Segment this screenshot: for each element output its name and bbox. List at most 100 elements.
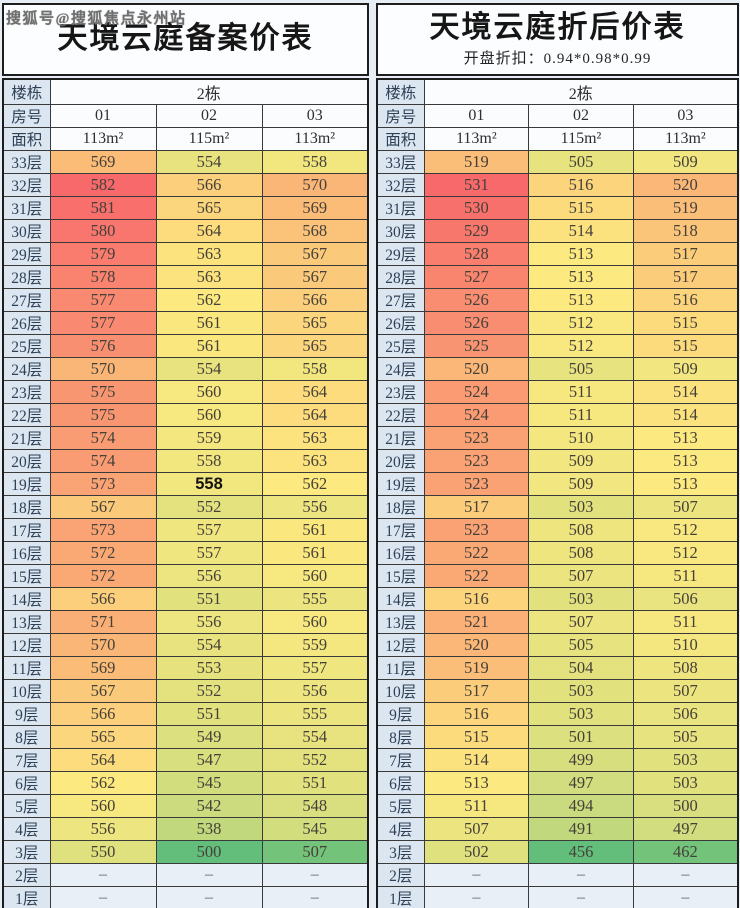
- floor-row: 31层 530 515 519: [376, 196, 739, 220]
- empty-price-cell: –: [632, 886, 739, 908]
- price-cell: 548: [261, 794, 369, 818]
- floor-label: 27层: [2, 288, 51, 312]
- price-cell: 505: [528, 633, 634, 657]
- price-cell: 507: [261, 840, 369, 864]
- floor-label: 16层: [376, 541, 425, 565]
- floor-row: 30层 529 514 518: [376, 219, 739, 243]
- floor-label: 30层: [2, 219, 51, 243]
- floor-label: 3层: [376, 840, 425, 864]
- price-cell: 556: [261, 495, 369, 519]
- price-cell: 519: [423, 150, 530, 174]
- price-cell: 513: [423, 771, 530, 795]
- floor-label: 8层: [376, 725, 425, 749]
- floor-row: 27层 577 562 566: [2, 288, 369, 312]
- floor-label: 27层: [376, 288, 425, 312]
- floor-row: 5层 560 542 548: [2, 794, 369, 818]
- floor-row: 32层 531 516 520: [376, 173, 739, 197]
- floor-label: 14层: [376, 587, 425, 611]
- header-building-row: 楼栋 2栋: [376, 78, 739, 105]
- floor-row: 12层 570 554 559: [2, 633, 369, 657]
- floor-row: 20层 574 558 563: [2, 449, 369, 473]
- floor-row: 25层 576 561 565: [2, 334, 369, 358]
- header-room-row: 房号 01 02 03: [376, 104, 739, 128]
- price-cell: 557: [155, 518, 263, 542]
- price-cell: 538: [155, 817, 263, 841]
- floor-row: 25层 525 512 515: [376, 334, 739, 358]
- price-cell: 557: [155, 541, 263, 565]
- price-cell: 572: [49, 541, 157, 565]
- price-cell: 556: [155, 610, 263, 634]
- floor-label: 13层: [2, 610, 51, 634]
- registered-price-grid: 楼栋 2栋 房号 01 02 03 面积 113m² 115m² 113m² 33层 569 554 55…: [2, 78, 369, 908]
- floor-label: 26层: [376, 311, 425, 335]
- price-cell: 571: [49, 610, 157, 634]
- floor-row: 5层 511 494 500: [376, 794, 739, 818]
- floor-label: 16层: [2, 541, 51, 565]
- floor-label: 4层: [376, 817, 425, 841]
- price-cell: 512: [528, 334, 634, 358]
- floor-row: 6层 513 497 503: [376, 771, 739, 795]
- room-number: 01: [423, 104, 530, 128]
- floor-label: 9层: [376, 702, 425, 726]
- price-cell: 529: [423, 219, 530, 243]
- floor-row: 33层 569 554 558: [2, 150, 369, 174]
- price-cell: 514: [423, 748, 530, 772]
- price-cell: 552: [155, 495, 263, 519]
- price-cell: 524: [423, 403, 530, 427]
- price-cell: 549: [155, 725, 263, 749]
- floor-label: 12层: [2, 633, 51, 657]
- price-cell: 559: [261, 633, 369, 657]
- price-cell: 505: [632, 725, 739, 749]
- floor-row: 13层 521 507 511: [376, 610, 739, 634]
- price-cell: 554: [155, 150, 263, 174]
- price-cell: 512: [632, 541, 739, 565]
- floor-label: 6层: [376, 771, 425, 795]
- floor-label: 2层: [376, 863, 425, 887]
- floor-row: 3层 502 456 462: [376, 840, 739, 864]
- price-cell: 566: [155, 173, 263, 197]
- header-area-row: 面积 113m² 115m² 113m²: [2, 127, 369, 151]
- empty-price-cell: –: [528, 886, 634, 908]
- floor-label: 33层: [376, 150, 425, 174]
- price-cell: 523: [423, 449, 530, 473]
- price-cell: 570: [49, 633, 157, 657]
- floor-row: 26层 526 512 515: [376, 311, 739, 335]
- price-cell: 511: [632, 564, 739, 588]
- price-cell: 570: [49, 357, 157, 381]
- floor-label: 21层: [2, 426, 51, 450]
- price-cell: 573: [49, 518, 157, 542]
- price-cell: 564: [49, 748, 157, 772]
- price-cell: 509: [632, 150, 739, 174]
- floor-row: 11层 519 504 508: [376, 656, 739, 680]
- floor-row: 10层 567 552 556: [2, 679, 369, 703]
- floor-row: 24层 570 554 558: [2, 357, 369, 381]
- floor-row: 29层 579 563 567: [2, 242, 369, 266]
- price-cell: 552: [155, 679, 263, 703]
- room-number: 03: [261, 104, 369, 128]
- price-cell: 556: [155, 564, 263, 588]
- floor-row: 8层 515 501 505: [376, 725, 739, 749]
- price-cell: 568: [261, 219, 369, 243]
- floor-row: 21层 574 559 563: [2, 426, 369, 450]
- area-value: 113m²: [261, 127, 369, 151]
- price-cell: 522: [423, 564, 530, 588]
- price-cell: 551: [261, 771, 369, 795]
- floor-row: 15层 572 556 560: [2, 564, 369, 588]
- price-cell: 560: [261, 610, 369, 634]
- floor-label: 22层: [376, 403, 425, 427]
- floor-row: 16层 572 557 561: [2, 541, 369, 565]
- price-cell: 551: [155, 587, 263, 611]
- price-cell: 527: [423, 265, 530, 289]
- floor-label: 7层: [376, 748, 425, 772]
- price-cell: 579: [49, 242, 157, 266]
- price-cell: 547: [155, 748, 263, 772]
- price-cell: 562: [261, 472, 369, 496]
- floor-label: 10层: [376, 679, 425, 703]
- price-cell: 562: [49, 771, 157, 795]
- floor-label: 11层: [376, 656, 425, 680]
- price-cell: 515: [632, 334, 739, 358]
- price-cell: 503: [528, 587, 634, 611]
- empty-price-cell: –: [423, 863, 530, 887]
- price-cell: 564: [155, 219, 263, 243]
